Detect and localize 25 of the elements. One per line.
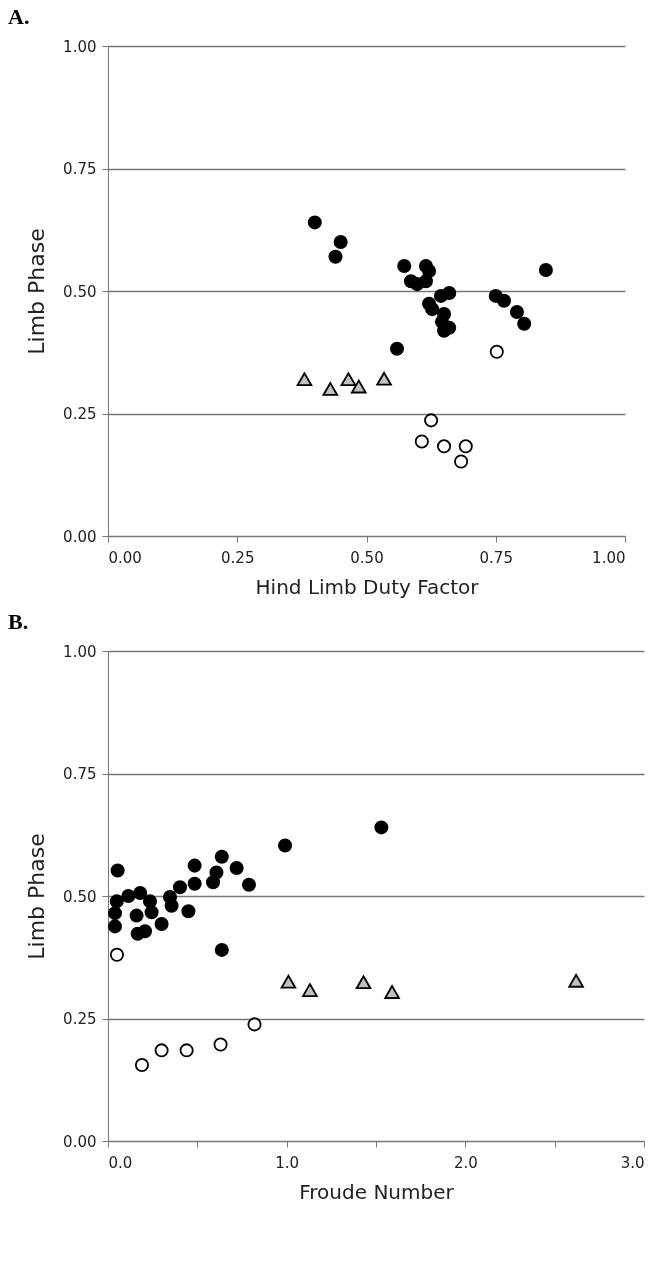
y-axis-title: Limb Phase (24, 228, 50, 355)
x-tick-label: 2.0 (453, 1153, 478, 1172)
y-tick-label: 0.50 (63, 282, 97, 301)
x-tick-label: 0.50 (350, 548, 384, 567)
y-tick-label: 0.25 (63, 1010, 97, 1028)
y-tick-label: 0.25 (63, 405, 97, 423)
y-axis-title: Limb Phase (24, 833, 50, 960)
y-tick-label: 0.00 (63, 1132, 97, 1151)
y-tick-label: 0.75 (63, 160, 97, 178)
y-tick-label: 0.00 (63, 527, 97, 546)
y-tick-label: 1.00 (63, 37, 97, 56)
x-axis-title: Hind Limb Duty Factor (255, 574, 480, 599)
x-tick-label: 0.25 (221, 548, 255, 567)
x-axis-title: Froude Number (299, 1179, 455, 1204)
x-tick-label: 1.00 (592, 548, 626, 567)
chart-title: B. (8, 609, 29, 634)
y-tick-label: 0.75 (63, 765, 97, 783)
x-tick-label: 3.0 (620, 1153, 645, 1172)
x-tick-label: 0.75 (479, 548, 513, 567)
x-tick-label: 1.0 (275, 1153, 300, 1172)
chart-title: A. (8, 4, 30, 29)
x-tick-label: 0.00 (108, 548, 142, 567)
y-tick-label: 1.00 (63, 642, 97, 661)
x-tick-label: 0.0 (108, 1153, 133, 1172)
y-tick-label: 0.50 (63, 887, 97, 906)
